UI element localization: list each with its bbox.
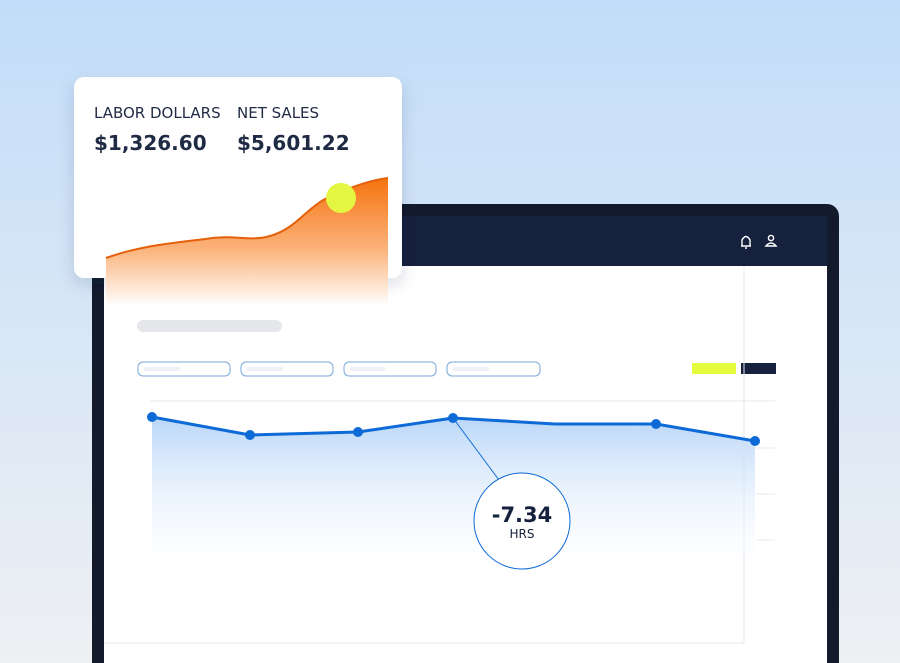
callout-value: -7.34 <box>492 503 553 527</box>
filter-pill[interactable] <box>446 361 541 377</box>
sales-area <box>106 178 388 306</box>
metric-value: $5,601.22 <box>237 131 350 155</box>
legend-swatch <box>692 363 736 374</box>
metric-value: $1,326.60 <box>94 131 207 155</box>
filter-pill[interactable] <box>343 361 437 377</box>
metric-label: NET SALES <box>237 104 319 122</box>
user-icon[interactable] <box>764 234 778 247</box>
callout-unit: HRS <box>510 527 535 541</box>
callout-connector <box>452 417 500 481</box>
legend-swatch <box>741 363 776 374</box>
sales-highlight <box>326 183 356 213</box>
placeholder-title <box>137 320 282 332</box>
line-area <box>152 417 755 585</box>
filter-pill[interactable] <box>240 361 334 377</box>
callout-circle <box>473 472 571 570</box>
bell-icon[interactable] <box>741 235 751 249</box>
metric-label: LABOR DOLLARS <box>94 104 221 122</box>
filter-pill[interactable] <box>137 361 231 377</box>
pill-placeholders <box>144 367 489 371</box>
filter-pills <box>137 361 541 377</box>
